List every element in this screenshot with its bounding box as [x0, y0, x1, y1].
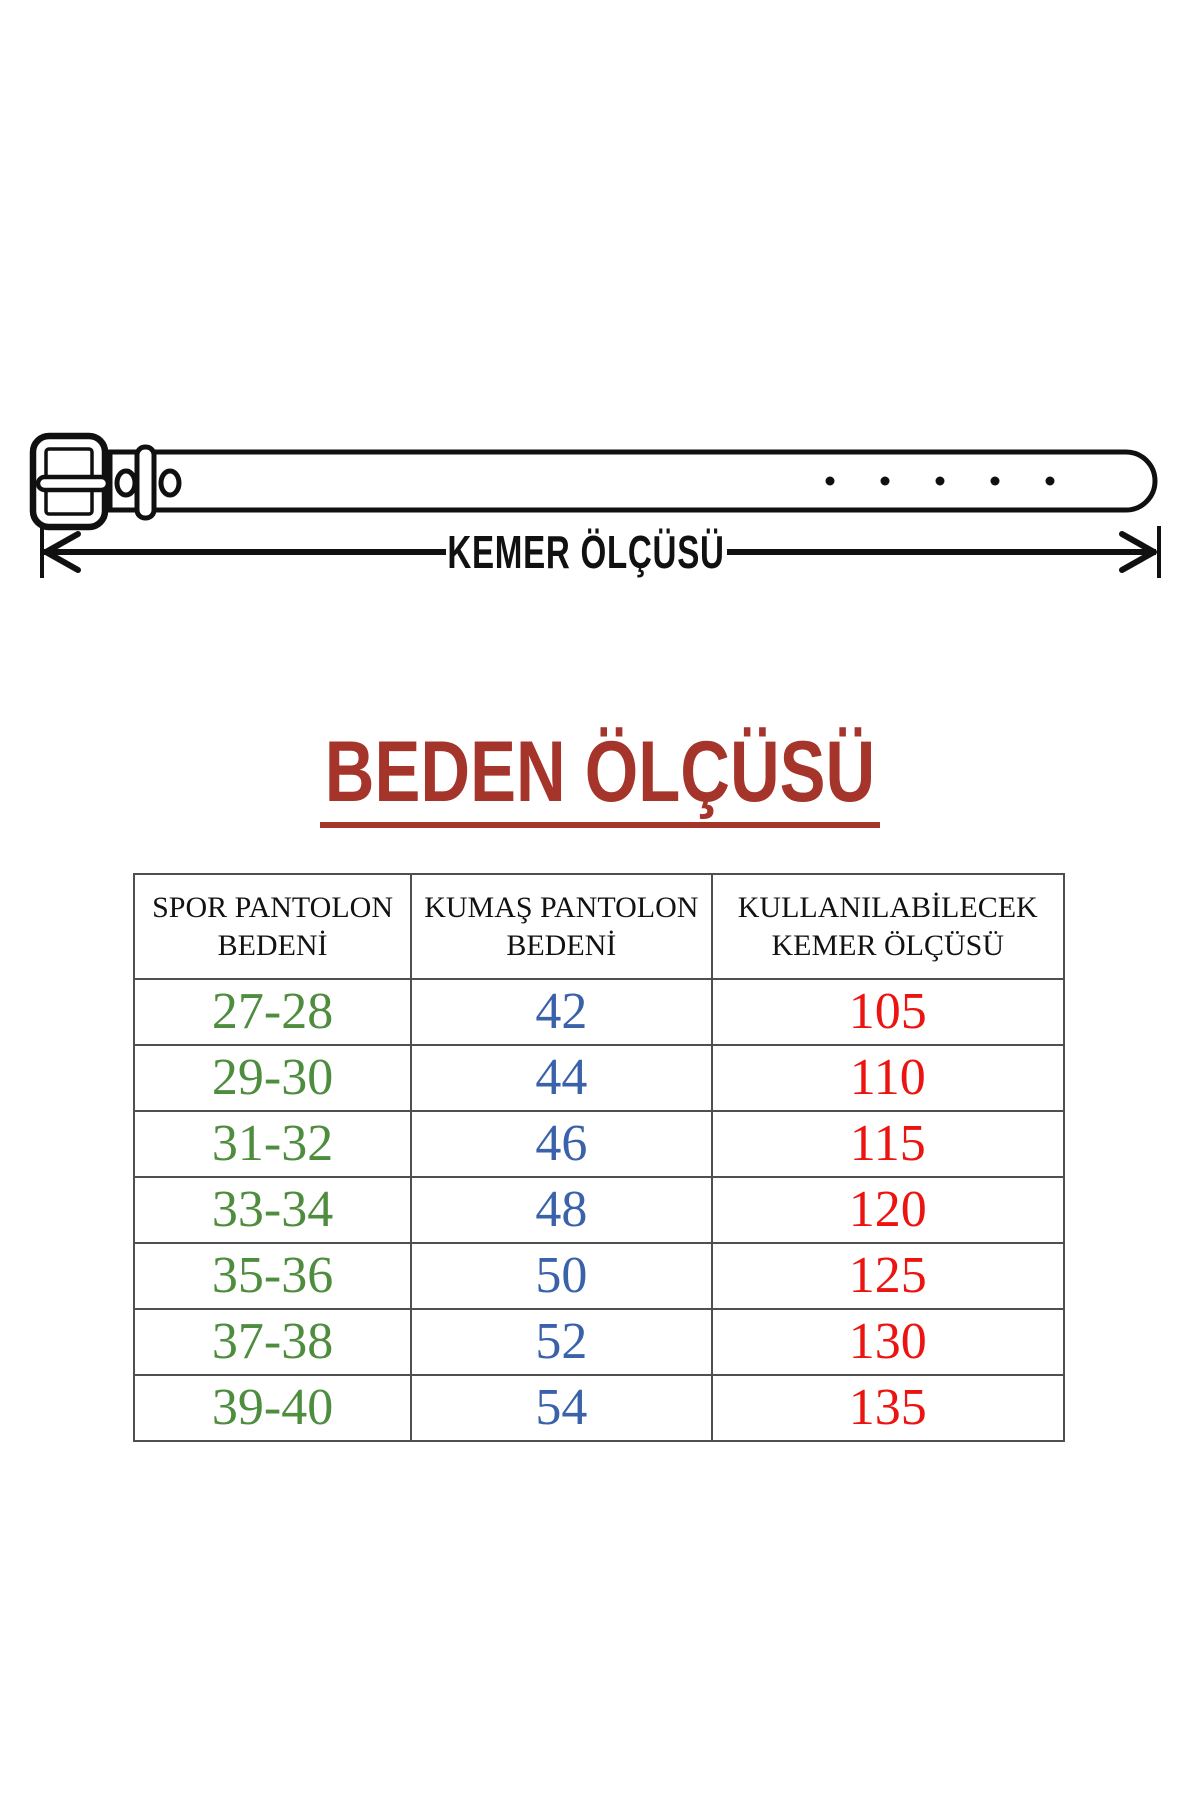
belt-size-cell: 125: [710, 1242, 1065, 1310]
size-table-header: SPOR PANTOLON BEDENİ KUMAŞ PANTOLON BEDE…: [132, 873, 1065, 980]
arrowhead-left-icon: [43, 531, 81, 573]
table-row: 35-36 50 125: [132, 1242, 1065, 1310]
belt-eyelet-right: [158, 468, 182, 498]
sport-size-cell: 39-40: [132, 1374, 413, 1442]
sport-size-cell: 33-34: [132, 1176, 413, 1244]
sport-size-cell: 37-38: [132, 1308, 413, 1376]
col-header-fabric-line1: KUMAŞ PANTOLON: [424, 890, 699, 924]
fabric-size-cell: 44: [410, 1044, 713, 1112]
table-row: 31-32 46 115: [132, 1110, 1065, 1178]
fabric-size-cell: 52: [410, 1308, 713, 1376]
col-header-sport: SPOR PANTOLON BEDENİ: [132, 873, 413, 980]
col-header-sport-line1: SPOR PANTOLON: [152, 890, 394, 924]
col-header-fabric-line2: BEDENİ: [506, 928, 617, 962]
belt-size-cell: 105: [710, 978, 1065, 1046]
belt-size-cell: 135: [710, 1374, 1065, 1442]
fabric-size-cell: 50: [410, 1242, 713, 1310]
table-row: 37-38 52 130: [132, 1308, 1065, 1376]
arrowhead-right-icon: [1119, 531, 1157, 573]
belt-size-cell: 115: [710, 1110, 1065, 1178]
belt-buckle-prong: [35, 474, 111, 493]
col-header-belt-line1: KULLANILABİLECEK: [737, 890, 1038, 924]
belt-holes: [825, 476, 1055, 486]
col-header-sport-line2: BEDENİ: [217, 928, 328, 962]
belt-eyelet-left: [114, 468, 138, 498]
sport-size-cell: 31-32: [132, 1110, 413, 1178]
belt-size-cell: 110: [710, 1044, 1065, 1112]
fabric-size-cell: 54: [410, 1374, 713, 1442]
table-row: 33-34 48 120: [132, 1176, 1065, 1244]
belt-size-cell: 120: [710, 1176, 1065, 1244]
fabric-size-cell: 42: [410, 978, 713, 1046]
col-header-belt: KULLANILABİLECEK KEMER ÖLÇÜSÜ: [710, 873, 1065, 980]
belt-size-cell: 130: [710, 1308, 1065, 1376]
sport-size-cell: 27-28: [132, 978, 413, 1046]
belt-dimension-label: KEMER ÖLÇÜSÜ: [447, 526, 725, 578]
title-container: BEDEN ÖLÇÜSÜ: [0, 726, 1200, 828]
sport-size-cell: 35-36: [132, 1242, 413, 1310]
belt-diagram-icon: [29, 432, 1161, 578]
size-table: SPOR PANTOLON BEDENİ KUMAŞ PANTOLON BEDE…: [132, 873, 1065, 1442]
size-table-body: 27-28 42 105 29-30 44 110 31-32 46 115 3…: [132, 978, 1065, 1442]
dimension-line: [40, 526, 1161, 578]
belt-illustration: [0, 420, 1200, 620]
fabric-size-cell: 48: [410, 1176, 713, 1244]
table-row: 27-28 42 105: [132, 978, 1065, 1046]
belt-keeper: [134, 444, 157, 521]
table-row: 29-30 44 110: [132, 1044, 1065, 1112]
sport-size-cell: 29-30: [132, 1044, 413, 1112]
page-title: BEDEN ÖLÇÜSÜ: [319, 726, 881, 828]
table-row: 39-40 54 135: [132, 1374, 1065, 1442]
belt-strap: [107, 449, 1158, 513]
col-header-fabric: KUMAŞ PANTOLON BEDENİ: [410, 873, 713, 980]
header-row: SPOR PANTOLON BEDENİ KUMAŞ PANTOLON BEDE…: [132, 873, 1065, 980]
fabric-size-cell: 46: [410, 1110, 713, 1178]
col-header-belt-line2: KEMER ÖLÇÜSÜ: [771, 928, 1004, 962]
